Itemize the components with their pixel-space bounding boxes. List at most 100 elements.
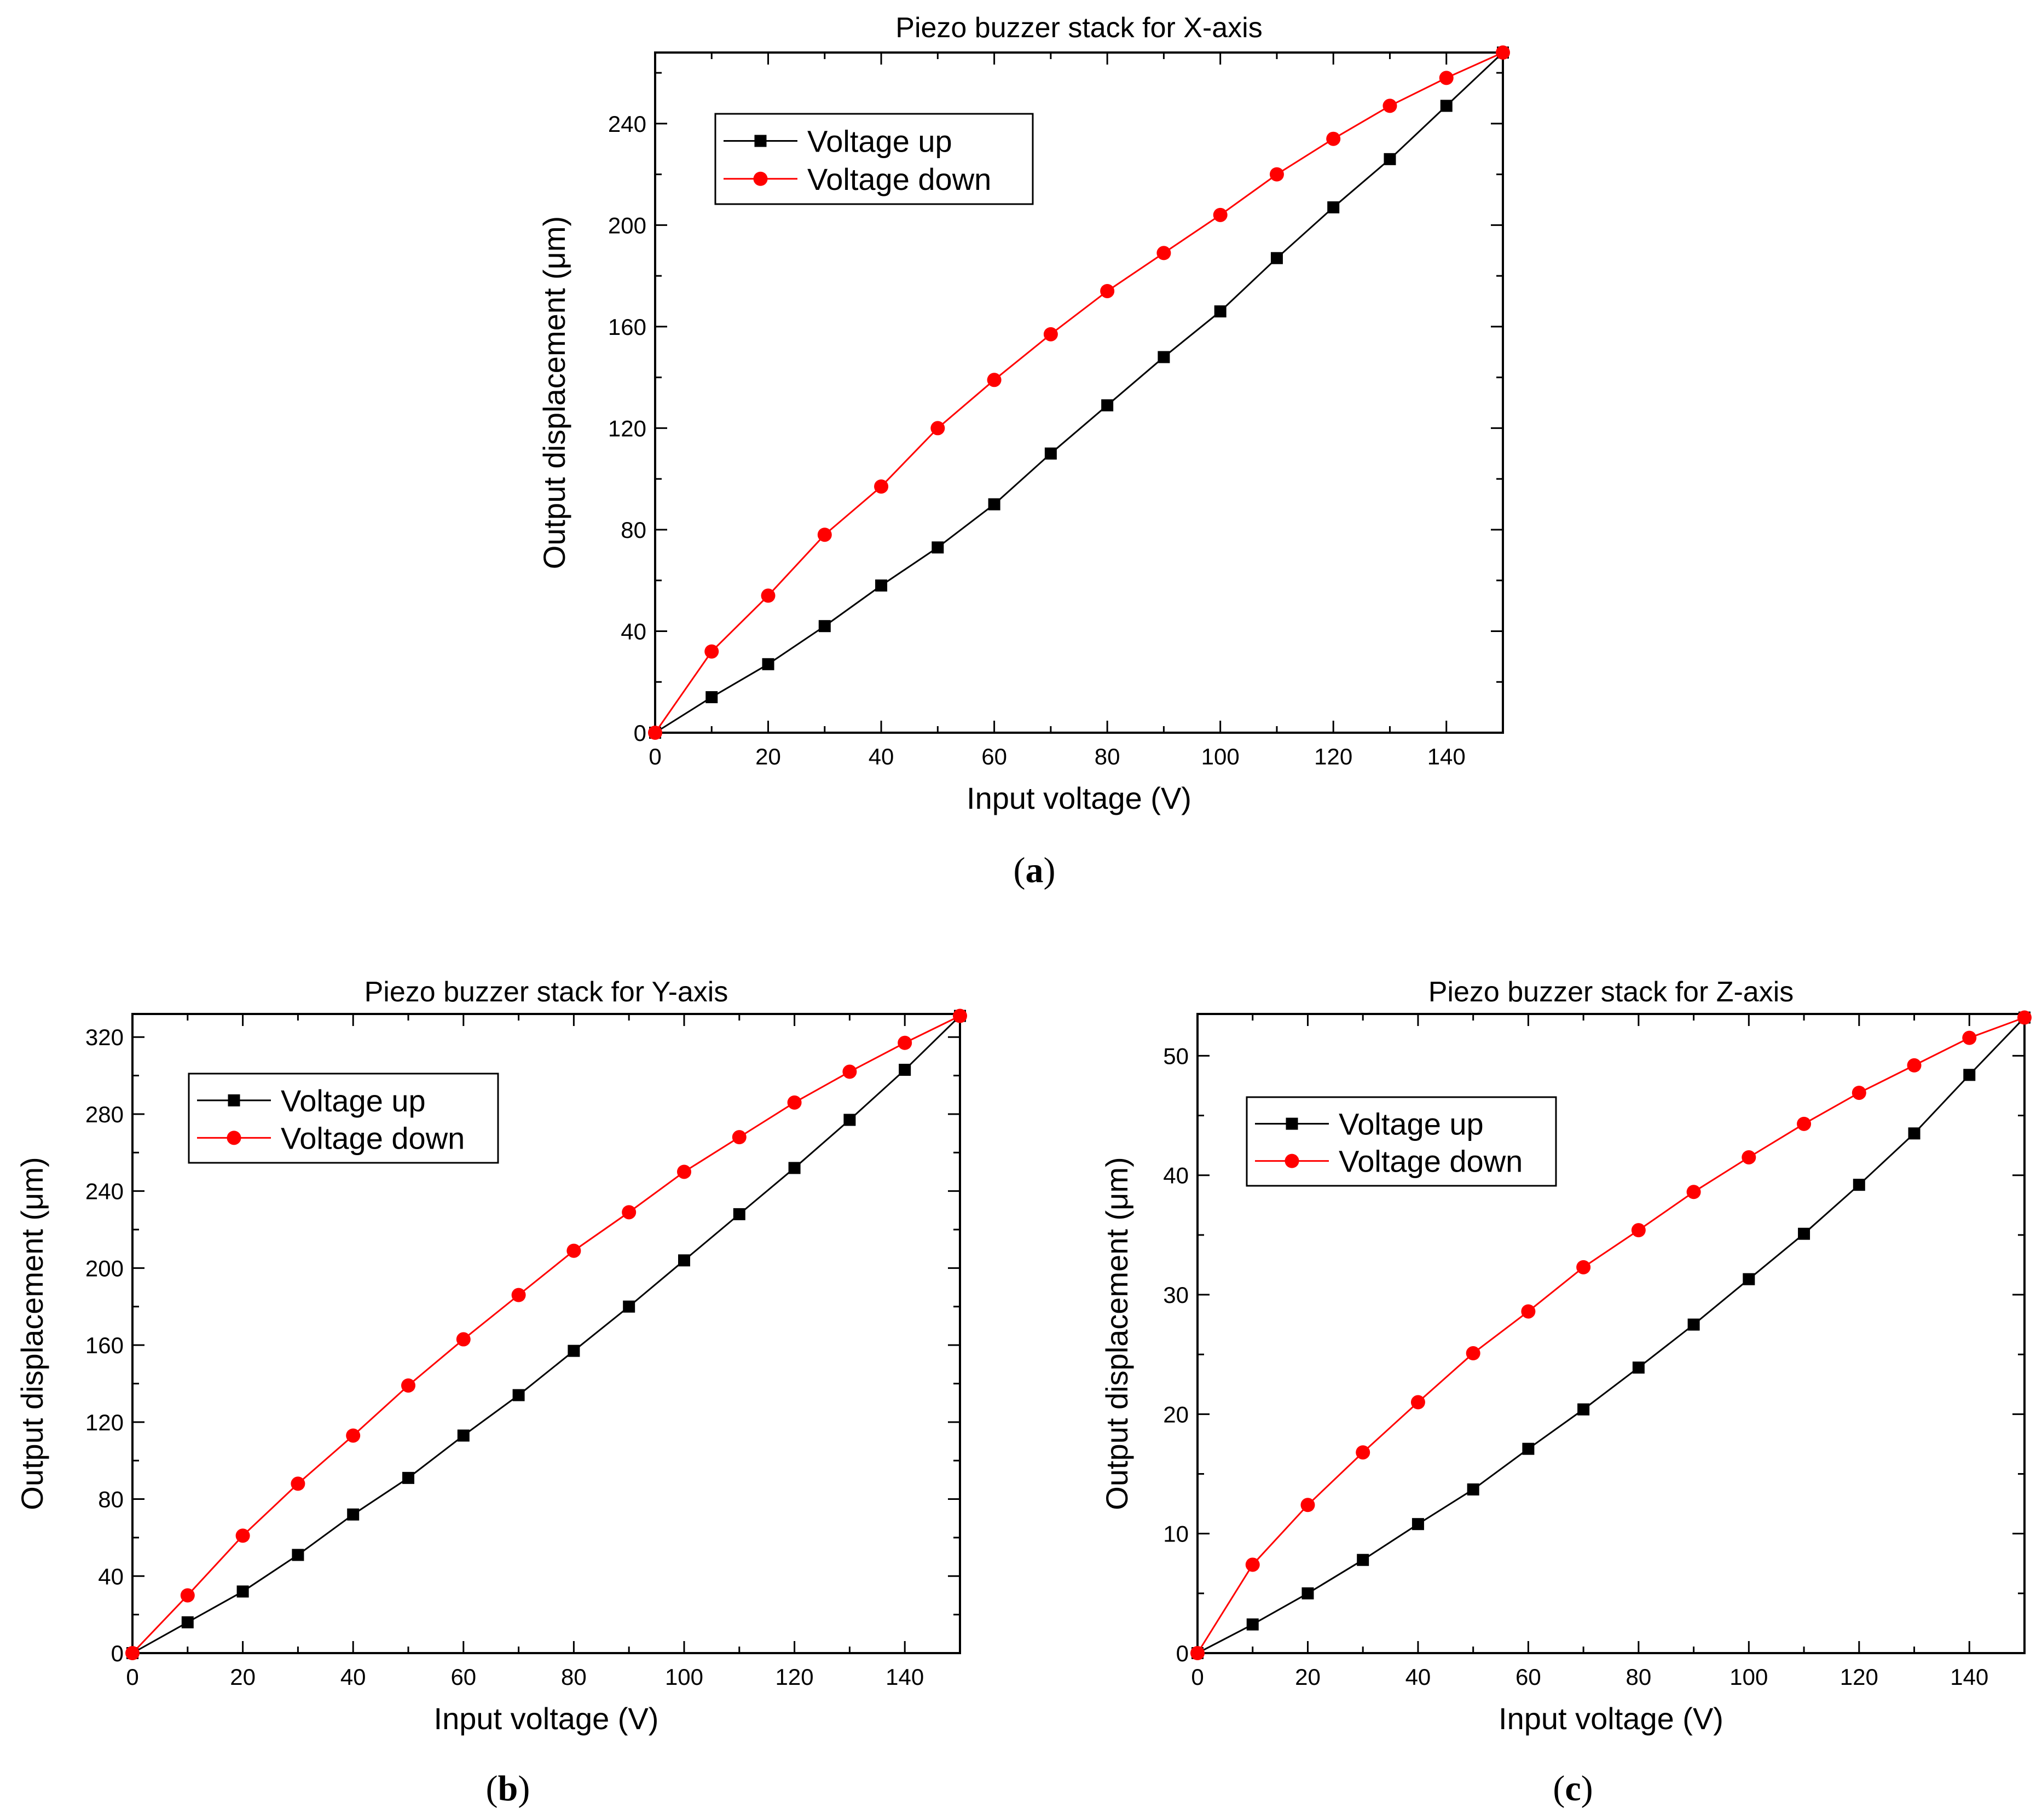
data-point-square [1101, 399, 1114, 411]
x-tick-label: 120 [1314, 744, 1352, 769]
data-point-square [788, 1162, 801, 1174]
x-tick-label: 0 [126, 1664, 138, 1690]
y-tick-label: 120 [85, 1410, 124, 1435]
data-point-square [402, 1471, 414, 1484]
y-tick-label: 80 [98, 1487, 124, 1512]
panel-label-letter: c [1565, 1769, 1581, 1809]
data-point-circle [787, 1095, 802, 1110]
panel-label-close: ) [518, 1769, 530, 1809]
y-tick-label: 240 [85, 1179, 124, 1204]
data-point-circle [291, 1476, 305, 1491]
y-tick-label: 0 [111, 1641, 124, 1666]
data-point-square [932, 541, 944, 554]
x-tick-label: 100 [1729, 1664, 1768, 1690]
data-point-square [1467, 1483, 1479, 1496]
x-tick-label: 80 [1095, 744, 1120, 769]
data-point-circle [1496, 45, 1510, 60]
data-point-circle [1156, 246, 1171, 260]
x-axis-label: Input voltage (V) [967, 781, 1191, 815]
y-tick-label: 280 [85, 1102, 124, 1127]
data-point-circle [1521, 1304, 1536, 1319]
data-point-square [1522, 1442, 1535, 1455]
data-point-circle [1439, 71, 1454, 85]
data-point-circle [1962, 1030, 1977, 1045]
data-point-circle [1576, 1260, 1591, 1274]
data-point-square [762, 658, 774, 670]
legend-entry: Voltage down [1339, 1144, 1523, 1179]
y-tick-label: 80 [621, 517, 646, 543]
plot-frame [1196, 1013, 2026, 1654]
x-tick-label: 80 [1626, 1664, 1652, 1690]
y-tick-label: 50 [1163, 1043, 1189, 1069]
y-tick-label: 40 [1163, 1163, 1189, 1189]
chart-panel-b: Piezo buzzer stack for Y-axis 0 20 40 60 80 10… [15, 976, 967, 1736]
series-line-voltage-up [1197, 1017, 2026, 1654]
data-point-circle [125, 1646, 140, 1660]
x-tick-label: 60 [981, 744, 1007, 769]
plot-frame [131, 1013, 961, 1654]
chart-panel-a: Piezo buzzer stack for X-axis 0 20 40 60 80 10… [537, 12, 1510, 815]
data-point-square [1577, 1403, 1590, 1416]
series-line-voltage-up [655, 51, 1504, 734]
y-tick-label: 40 [98, 1563, 124, 1589]
legend-box [714, 113, 1034, 205]
y-tick-label: 200 [608, 212, 646, 238]
legend-entry: Voltage down [281, 1121, 465, 1155]
x-tick-label: 100 [665, 1664, 703, 1690]
data-point-square [818, 620, 831, 633]
data-point-circle [930, 421, 945, 436]
data-point-square [347, 1508, 360, 1521]
data-point-circle [1382, 98, 1397, 113]
data-point-square [457, 1429, 470, 1442]
y-tick-label: 30 [1163, 1282, 1189, 1308]
panel-label-open: ( [1553, 1769, 1565, 1809]
data-point-circle [456, 1332, 471, 1347]
data-point-square [512, 1389, 525, 1401]
data-point-square [1798, 1227, 1810, 1240]
x-axis-label: Input voltage (V) [434, 1701, 659, 1736]
data-point-square [1412, 1518, 1424, 1531]
data-point-square [1270, 252, 1283, 264]
data-point-circle [1907, 1058, 1922, 1073]
data-point-square [1963, 1069, 1976, 1081]
data-point-circle [1742, 1150, 1756, 1164]
data-point-circle [761, 588, 776, 603]
data-point-circle [1631, 1223, 1646, 1238]
panel-label-close: ) [1581, 1769, 1593, 1809]
legend-entry: Voltage down [807, 162, 991, 196]
data-point-square [1327, 201, 1340, 213]
data-point-circle [1100, 283, 1115, 298]
legend-marker-circle [1285, 1154, 1299, 1168]
y-tick-label: 320 [85, 1024, 124, 1050]
data-point-square [236, 1585, 249, 1598]
chart-title: Piezo buzzer stack for Y-axis [365, 976, 728, 1008]
data-point-circle [1410, 1395, 1425, 1410]
data-point-circle [346, 1428, 361, 1443]
x-tick-label: 20 [230, 1664, 256, 1690]
y-tick-label: 200 [85, 1255, 124, 1281]
legend-marker-circle [227, 1131, 241, 1145]
y-axis-label: Output displacement (μm) [15, 1157, 49, 1510]
x-tick-label: 60 [1515, 1664, 1541, 1690]
data-point-square [705, 691, 718, 704]
data-point-circle [1466, 1346, 1480, 1361]
data-point-square [1687, 1318, 1700, 1331]
series-line-voltage-up [132, 1015, 961, 1654]
panel-label-c: (c) [1553, 1769, 1593, 1809]
legend-box [1246, 1096, 1557, 1187]
data-point-square [1743, 1273, 1755, 1285]
data-point-circle [677, 1164, 691, 1179]
legend-box [188, 1073, 499, 1164]
y-tick-label: 20 [1163, 1401, 1189, 1427]
data-point-circle [842, 1064, 857, 1079]
y-tick-label: 10 [1163, 1521, 1189, 1547]
y-tick-label: 40 [621, 618, 646, 644]
data-point-square [292, 1549, 304, 1561]
x-tick-label: 40 [869, 744, 894, 769]
data-point-circle [898, 1035, 912, 1050]
data-point-square [181, 1616, 194, 1628]
data-point-circle [732, 1130, 747, 1145]
